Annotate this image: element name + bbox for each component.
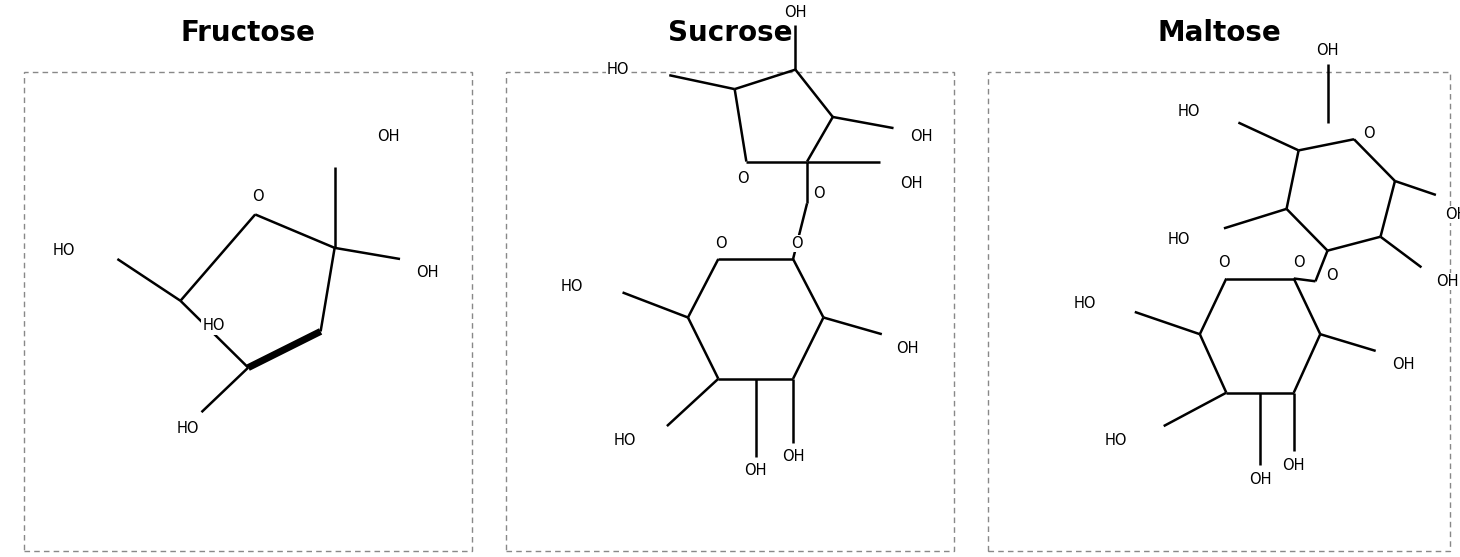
Text: HO: HO xyxy=(203,319,225,333)
Text: OH: OH xyxy=(1282,458,1305,472)
Text: HO: HO xyxy=(607,62,629,77)
Text: HO: HO xyxy=(1073,296,1096,311)
Text: O: O xyxy=(1292,256,1304,270)
Text: O: O xyxy=(1218,256,1229,270)
Text: OH: OH xyxy=(781,449,804,464)
Text: O: O xyxy=(1327,268,1339,283)
Text: Fructose: Fructose xyxy=(181,19,315,47)
Text: OH: OH xyxy=(896,341,918,355)
Text: O: O xyxy=(1362,126,1374,141)
Text: OH: OH xyxy=(784,5,807,19)
Text: OH: OH xyxy=(745,463,766,478)
Text: OH: OH xyxy=(377,129,399,144)
Text: O: O xyxy=(251,189,263,204)
Text: HO: HO xyxy=(561,280,583,294)
Text: O: O xyxy=(737,171,749,185)
Text: OH: OH xyxy=(901,177,923,191)
Text: O: O xyxy=(791,236,803,251)
Text: HO: HO xyxy=(53,243,76,258)
Text: O: O xyxy=(715,236,727,251)
Bar xyxy=(23,72,473,551)
Text: HO: HO xyxy=(1177,104,1200,119)
Text: OH: OH xyxy=(416,266,439,280)
Text: Sucrose: Sucrose xyxy=(667,19,793,47)
Text: HO: HO xyxy=(1105,433,1127,447)
Text: OH: OH xyxy=(910,129,933,144)
Text: OH: OH xyxy=(1248,472,1272,486)
Text: OH: OH xyxy=(1393,358,1415,372)
Text: OH: OH xyxy=(1317,43,1339,57)
Text: OH: OH xyxy=(1445,207,1460,222)
Text: HO: HO xyxy=(1168,232,1190,247)
Text: HO: HO xyxy=(177,422,199,436)
Text: OH: OH xyxy=(1437,274,1459,289)
Bar xyxy=(505,72,955,551)
Bar xyxy=(988,72,1450,551)
Text: HO: HO xyxy=(615,433,637,447)
Text: O: O xyxy=(813,186,825,201)
Text: Maltose: Maltose xyxy=(1158,19,1280,47)
